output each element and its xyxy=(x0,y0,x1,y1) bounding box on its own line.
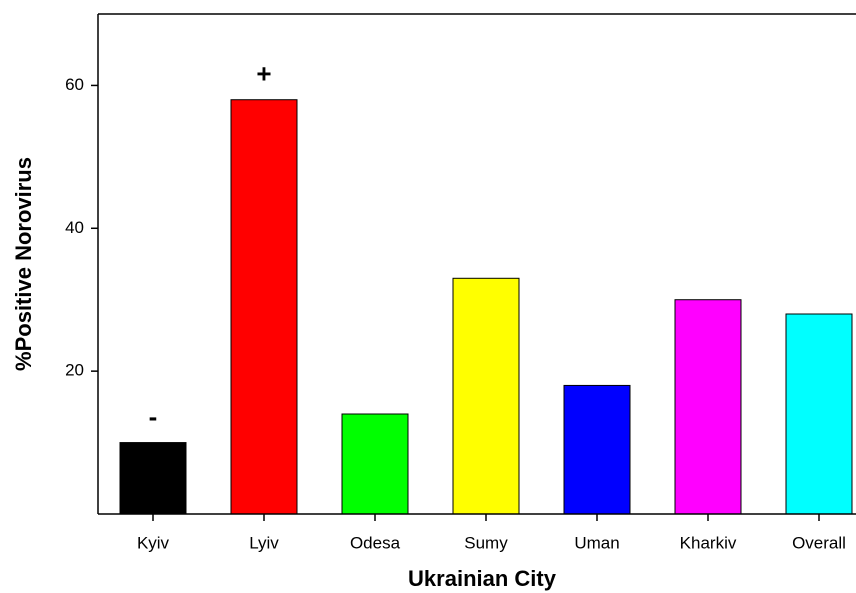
y-tick-label: 40 xyxy=(65,218,84,237)
x-tick-label: Kyiv xyxy=(137,533,170,552)
x-tick-label: Sumy xyxy=(464,533,508,552)
x-tick-label: Kharkiv xyxy=(680,533,737,552)
x-tick-label: Odesa xyxy=(350,533,401,552)
bar-annotation: + xyxy=(256,59,271,89)
bar xyxy=(563,384,631,515)
bar xyxy=(341,413,409,515)
bar xyxy=(674,299,742,515)
bar xyxy=(452,277,520,515)
x-axis-title: Ukrainian City xyxy=(408,566,557,591)
x-tick-label: Overall xyxy=(792,533,846,552)
y-tick-label: 60 xyxy=(65,75,84,94)
bar xyxy=(119,442,187,515)
bar xyxy=(230,99,298,515)
x-tick-label: Lyiv xyxy=(249,533,279,552)
y-axis-title: %Positive Norovirus xyxy=(11,157,36,371)
bar-annotation: - xyxy=(149,401,158,431)
y-tick-label: 20 xyxy=(65,361,84,380)
bar xyxy=(785,313,853,515)
x-tick-label: Uman xyxy=(574,533,619,552)
